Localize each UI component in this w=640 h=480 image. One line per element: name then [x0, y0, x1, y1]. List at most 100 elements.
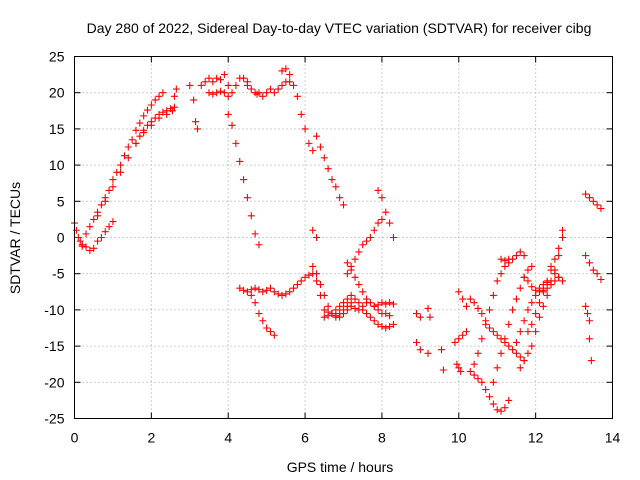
data-point	[584, 310, 592, 318]
data-point	[363, 295, 371, 303]
x-tick-labels: 0 2 4 6 8 10 12 14	[71, 430, 621, 446]
data-point	[243, 81, 251, 89]
data-point	[232, 81, 240, 89]
data-point	[247, 291, 255, 299]
data-point	[94, 237, 102, 245]
data-point	[320, 306, 328, 314]
data-point	[585, 335, 593, 343]
data-point	[359, 306, 367, 314]
y-tick-label: 25	[49, 49, 65, 65]
data-point	[478, 378, 486, 386]
data-point	[516, 364, 524, 372]
data-point	[117, 168, 125, 176]
data-point	[132, 139, 140, 147]
data-point	[470, 299, 478, 307]
data-point	[474, 304, 482, 312]
series-s33	[451, 328, 470, 346]
data-point	[297, 277, 305, 285]
data-point	[528, 342, 536, 350]
data-point	[243, 288, 251, 296]
data-point	[144, 106, 152, 114]
data-point	[109, 218, 117, 226]
series-s07	[186, 81, 201, 133]
data-point	[459, 295, 467, 303]
data-point	[263, 324, 271, 332]
y-tick-label: 20	[49, 85, 65, 101]
data-point	[286, 78, 294, 86]
data-point	[274, 85, 282, 93]
data-point	[486, 306, 494, 314]
data-point	[470, 371, 478, 379]
series-s29	[424, 304, 434, 321]
data-point	[543, 277, 551, 285]
data-point	[585, 194, 593, 202]
data-point	[532, 310, 540, 318]
data-point	[340, 299, 347, 307]
data-point	[301, 273, 309, 281]
data-point	[413, 310, 421, 318]
data-point	[374, 186, 382, 194]
data-point	[582, 302, 590, 310]
data-point	[535, 313, 543, 321]
data-point	[551, 277, 559, 285]
data-point	[170, 103, 178, 111]
data-point	[297, 110, 305, 118]
data-point	[351, 295, 359, 303]
data-point	[370, 317, 378, 325]
data-point	[232, 139, 240, 147]
data-point	[270, 288, 278, 296]
data-point	[493, 364, 501, 372]
data-point	[336, 313, 344, 321]
data-point	[278, 291, 286, 299]
data-point	[547, 262, 555, 270]
data-point	[532, 286, 540, 294]
data-point	[109, 176, 117, 184]
data-point	[270, 89, 278, 97]
data-point	[132, 126, 140, 134]
data-point	[528, 262, 536, 270]
data-point	[224, 81, 232, 89]
data-point	[128, 136, 136, 144]
data-point	[97, 201, 105, 209]
data-point	[243, 194, 251, 202]
data-point	[90, 244, 98, 252]
data-point	[151, 96, 159, 104]
data-point	[486, 324, 494, 332]
data-point	[347, 291, 355, 299]
series-s30	[424, 346, 447, 374]
data-point	[159, 108, 167, 116]
data-point	[382, 208, 390, 216]
series-s17	[313, 132, 347, 209]
data-point	[351, 304, 359, 312]
y-tick-label: 5	[57, 193, 65, 209]
data-point	[124, 143, 132, 151]
data-point	[343, 306, 351, 314]
plot-frame	[74, 56, 613, 419]
data-point	[524, 349, 532, 357]
data-point	[340, 310, 347, 318]
data-point	[101, 197, 109, 205]
data-point	[90, 215, 98, 223]
data-point	[316, 143, 324, 151]
data-point	[389, 300, 397, 308]
y-tick-label: -25	[44, 411, 64, 427]
series-s20	[309, 262, 363, 321]
data-point	[343, 270, 351, 278]
series-s26	[374, 186, 397, 241]
data-point	[501, 335, 509, 343]
data-point	[172, 85, 180, 93]
data-point	[520, 252, 528, 260]
data-point	[501, 257, 509, 265]
series-s13	[278, 65, 317, 155]
data-point	[524, 306, 532, 314]
data-point	[455, 288, 463, 296]
series-s22	[343, 215, 386, 278]
data-point	[332, 306, 340, 314]
data-point	[512, 338, 520, 346]
data-point	[535, 299, 543, 307]
data-point	[509, 255, 517, 263]
data-point	[316, 281, 324, 289]
data-point	[209, 78, 217, 86]
data-point	[363, 310, 371, 318]
data-point	[168, 107, 176, 115]
